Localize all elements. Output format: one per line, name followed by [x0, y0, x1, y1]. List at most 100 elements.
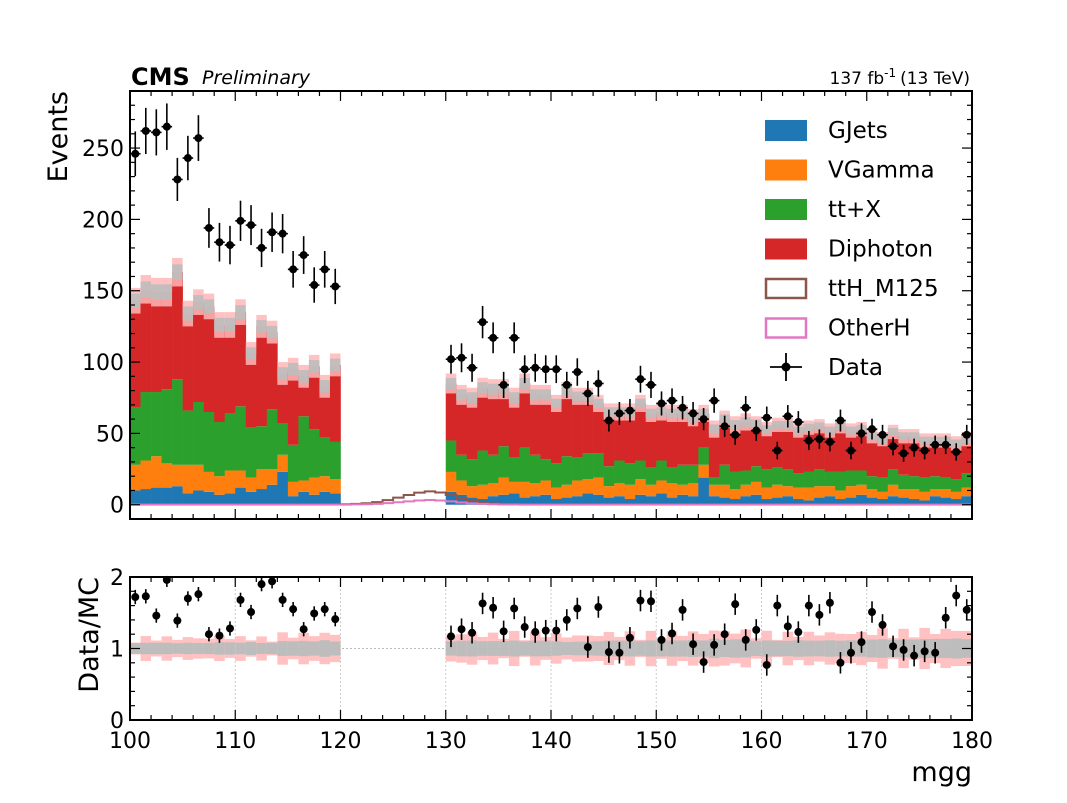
data-point: [510, 333, 519, 342]
stack-bar-diphoton: [782, 424, 794, 470]
stack-bar-tt-x: [803, 471, 815, 488]
stack-bar-vgamma: [614, 483, 625, 497]
data-point: [636, 375, 645, 384]
stack-bar-tt-x: [224, 413, 236, 471]
data-point: [625, 406, 634, 415]
stack-bar-diphoton: [298, 376, 310, 417]
ratio-point: [931, 648, 940, 657]
stack-bar-gjets: [203, 491, 215, 505]
stack-bar-gjets: [814, 497, 825, 505]
stack-bar-gjets: [845, 497, 857, 505]
mc-stat-band: [245, 347, 257, 360]
stack-bar-tt-x: [182, 410, 194, 465]
stack-bar-gjets: [529, 496, 541, 505]
stack-bar-gjets: [245, 491, 257, 505]
stack-bar-tt-x: [887, 469, 899, 485]
stack-bar-gjets: [645, 496, 657, 505]
ratio-stat-band: [319, 640, 330, 657]
stack-bar-diphoton: [856, 429, 868, 471]
ratio-stat-band: [224, 642, 236, 655]
data-point: [541, 365, 550, 374]
ratio-point: [846, 648, 855, 657]
stack-bar-tt-x: [487, 454, 499, 484]
stack-bar-gjets: [698, 477, 710, 505]
mc-stat-band: [266, 325, 278, 339]
stack-bar-diphoton: [498, 389, 510, 447]
data-point: [952, 447, 961, 456]
cms-label: CMS: [131, 63, 190, 91]
stack-bar-diphoton: [866, 436, 878, 477]
stack-bar-vgamma: [151, 456, 162, 488]
stack-bar-vgamma: [256, 469, 268, 490]
stack-bar-tt-x: [782, 469, 794, 487]
x-tick-label: 110: [214, 729, 256, 754]
legend-label-gjets: GJets: [828, 118, 888, 144]
main-plot-marks: [130, 103, 973, 506]
stack-bar-diphoton: [508, 397, 520, 458]
stack-bar-diphoton: [487, 389, 499, 455]
stack-bar-tt-x: [814, 469, 825, 487]
ratio-stat-band: [151, 642, 162, 655]
stack-bar-vgamma: [929, 489, 941, 497]
stack-bar-tt-x: [645, 467, 657, 485]
mc-stat-band: [772, 420, 783, 429]
lumi-value: 137 fb: [830, 69, 885, 89]
ratio-point: [857, 638, 866, 647]
stack-bar-gjets: [256, 489, 268, 505]
legend-swatch-otherh: [764, 317, 808, 339]
stack-bar-tt-x: [593, 453, 604, 478]
stack-bar-vgamma: [329, 479, 341, 494]
stack-bar-vgamma: [508, 481, 520, 494]
data-point: [320, 265, 329, 274]
legend-data-marker: [781, 362, 791, 372]
ratio-point: [678, 605, 687, 614]
stack-bar-gjets: [687, 496, 699, 505]
data-point: [657, 399, 666, 408]
stack-bar-vgamma: [308, 477, 320, 495]
mc-stat-band: [224, 317, 236, 333]
mc-stat-band: [319, 380, 330, 393]
stack-bar-gjets: [614, 496, 625, 505]
stack-bar-tt-x: [708, 477, 720, 485]
ratio-point: [468, 628, 477, 637]
ratio-stat-band: [466, 640, 478, 657]
stack-bar-vgamma: [130, 464, 141, 491]
y-axis-label: Events: [43, 91, 74, 182]
stack-bar-gjets: [866, 497, 878, 505]
stack-bar-tt-x: [635, 460, 647, 480]
stack-bar-vgamma: [729, 489, 741, 500]
mc-stat-band: [572, 391, 583, 402]
data-point: [868, 425, 877, 434]
stack-bar-vgamma: [919, 491, 931, 501]
ratio-point: [299, 625, 308, 634]
stack-bar-diphoton: [151, 292, 162, 393]
legend-label-otherh: OtherH: [828, 316, 911, 342]
mc-stat-band: [287, 362, 299, 376]
ratio-stat-band: [635, 641, 646, 656]
stack-bar-gjets: [856, 494, 868, 505]
ratio-point: [225, 624, 234, 633]
stack-bar-tt-x: [656, 460, 668, 481]
stack-bar-diphoton: [708, 429, 720, 478]
ratio-point: [510, 604, 519, 613]
stack-bar-vgamma: [624, 484, 636, 500]
mc-stat-band: [529, 389, 541, 401]
ratio-point: [331, 615, 340, 624]
ratio-point: [636, 596, 645, 605]
stack-bar-diphoton: [245, 353, 257, 428]
y-tick-label: 150: [82, 280, 124, 305]
stack-bar-vgamma: [635, 479, 647, 495]
data-point: [615, 409, 624, 418]
stack-bar-diphoton: [698, 413, 710, 448]
ratio-point: [731, 600, 740, 609]
ratio-point: [447, 632, 456, 641]
data-point: [836, 416, 845, 425]
stack-bar-diphoton: [561, 390, 573, 457]
mc-stat-band: [824, 426, 836, 435]
ratio-point: [204, 630, 213, 639]
stack-bar-tt-x: [572, 457, 583, 481]
x-axis-label: mgg: [911, 757, 972, 788]
ratio-point: [247, 608, 256, 617]
stack-bar-vgamma: [561, 484, 573, 498]
stack-bar-gjets: [151, 487, 162, 505]
